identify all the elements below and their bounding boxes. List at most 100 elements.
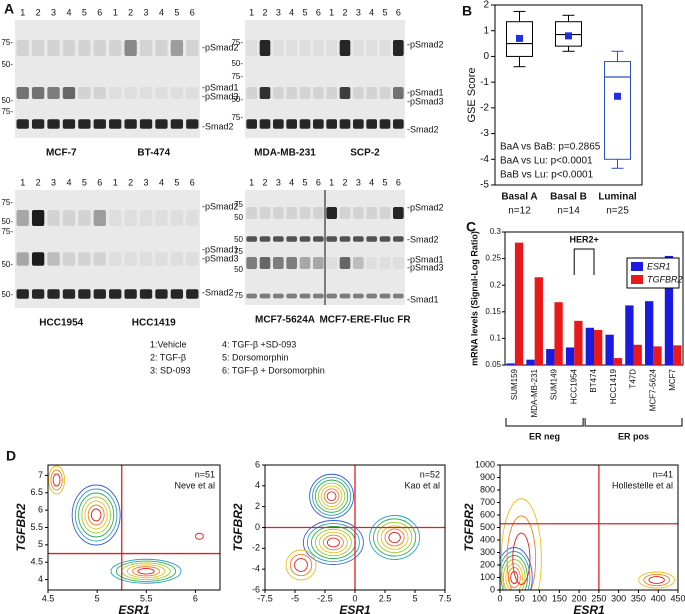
contour-line xyxy=(81,496,112,534)
group-bracket xyxy=(584,418,683,427)
y-tick-label: 0.2 xyxy=(490,280,502,289)
category-label: Basal B xyxy=(550,192,587,203)
y-tick-label: 700 xyxy=(480,497,495,507)
blot-band xyxy=(109,40,122,56)
contour-line xyxy=(137,568,155,575)
bar xyxy=(605,334,614,365)
contour-line xyxy=(310,525,356,560)
y-axis-label: TGFBR2 xyxy=(14,503,28,551)
y-tick-label: -3 xyxy=(480,128,489,139)
lane-number: 2 xyxy=(128,7,133,17)
blot-band xyxy=(286,236,297,242)
contour-line xyxy=(505,563,524,590)
x-tick-label: 400 xyxy=(651,593,666,603)
size-marker: 50 xyxy=(234,265,243,274)
y-tick-label: 400 xyxy=(480,534,495,544)
y-tick-label: 0.25 xyxy=(485,254,501,263)
contour-line xyxy=(285,549,317,581)
size-marker: 50- xyxy=(1,217,13,226)
blot-band xyxy=(124,119,137,129)
bar xyxy=(664,255,674,365)
bar xyxy=(546,349,555,365)
lane-number: 2 xyxy=(262,7,267,17)
contour-line xyxy=(648,576,665,584)
x-tick-label: 200 xyxy=(572,593,587,603)
blot-band xyxy=(273,257,284,269)
contour-line xyxy=(312,476,352,516)
y-axis-label: TGFBR2 xyxy=(462,503,476,551)
blot-band xyxy=(93,289,106,299)
blot-band xyxy=(273,207,284,219)
x-tick-label: 2.5 xyxy=(379,593,392,603)
blot-band xyxy=(286,87,297,99)
blot-band xyxy=(155,40,168,56)
blot-band xyxy=(139,210,153,226)
bar xyxy=(554,302,563,365)
cell-line-label: BT-474 xyxy=(137,148,170,159)
bar xyxy=(645,301,654,365)
band-label: -pSmad3 xyxy=(202,91,239,101)
blot-band xyxy=(273,293,284,299)
group-label: ER pos xyxy=(618,431,649,441)
blot-band xyxy=(155,252,168,266)
y-tick-label: 200 xyxy=(480,559,495,569)
lane-number: 3 xyxy=(356,177,361,187)
blot-band xyxy=(170,252,184,266)
annotation: n=41 xyxy=(653,469,673,479)
blot-band xyxy=(186,119,199,129)
bar xyxy=(565,347,575,365)
contour-line xyxy=(326,491,337,502)
cell-line-label: SCP-2 xyxy=(350,148,380,159)
x-tick-label: 6 xyxy=(193,593,198,603)
blot-band xyxy=(259,119,271,129)
box-mean xyxy=(614,92,621,100)
blot-band xyxy=(246,257,257,269)
y-tick-label: 6.5 xyxy=(30,487,43,497)
contour-line xyxy=(643,573,670,587)
blot-band xyxy=(47,289,60,299)
size-marker: 50 xyxy=(234,213,243,222)
contour-line xyxy=(384,528,405,547)
blot-band xyxy=(259,236,271,242)
contour-line xyxy=(115,560,177,582)
blot-band xyxy=(93,40,106,56)
blot-band xyxy=(313,236,324,242)
y-tick-label: 900 xyxy=(480,472,495,482)
n-label: n=12 xyxy=(508,206,531,217)
lane-number: 2 xyxy=(342,7,347,17)
lane-number: 5 xyxy=(174,7,179,17)
contour-line xyxy=(132,566,160,577)
blot-band xyxy=(62,210,76,226)
blot-band xyxy=(93,87,106,99)
blot-band xyxy=(62,252,76,266)
lane-number: 4 xyxy=(369,177,374,187)
lane-number: 4 xyxy=(66,7,71,17)
blot-band xyxy=(78,210,91,226)
blot-band xyxy=(299,207,311,219)
y-tick-label: 500 xyxy=(480,522,495,532)
contour-line xyxy=(50,469,63,491)
panel-label: D xyxy=(6,448,16,464)
band-label: -pSmad2 xyxy=(202,201,239,211)
size-marker: 75- xyxy=(1,107,13,116)
blot-band xyxy=(246,87,257,99)
blot-band xyxy=(93,252,106,266)
blot-band xyxy=(326,87,337,99)
x-tick-label: SUM149 xyxy=(550,368,559,400)
x-tick-label: -2.5 xyxy=(317,593,333,603)
treatment-legend: 2: TGF-β xyxy=(150,352,186,362)
blot-band xyxy=(186,40,199,56)
annotation: n=51 xyxy=(195,469,215,479)
x-tick-label: 5 xyxy=(412,593,417,603)
y-tick-label: -4 xyxy=(480,154,489,165)
blot-band xyxy=(366,293,377,299)
size-marker: 75- xyxy=(231,113,243,122)
blot-band xyxy=(31,252,45,266)
legend-label: ESR1 xyxy=(647,261,671,271)
blot-band xyxy=(186,252,199,266)
blot-band xyxy=(393,40,404,56)
x-tick-label: 350 xyxy=(631,593,646,603)
blot-band xyxy=(286,257,297,269)
bar xyxy=(526,359,535,365)
lane-number: 6 xyxy=(396,7,401,17)
